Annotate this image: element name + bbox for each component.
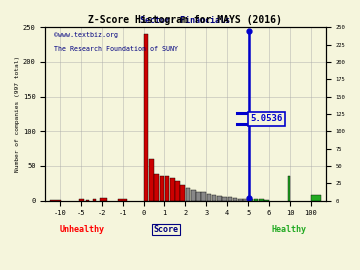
Bar [93, 199, 96, 201]
Bar [248, 199, 253, 201]
Bar [228, 197, 232, 201]
Bar [154, 174, 159, 201]
Bar [264, 200, 269, 201]
Bar [159, 176, 164, 201]
Bar [259, 199, 264, 201]
Bar [217, 196, 222, 201]
Bar [86, 200, 89, 201]
Bar [212, 195, 216, 201]
Bar [191, 190, 195, 201]
Bar [288, 176, 290, 201]
Bar [186, 188, 190, 201]
Bar [50, 200, 61, 201]
Bar [170, 178, 175, 201]
Bar [207, 194, 211, 201]
Text: Score: Score [153, 225, 178, 234]
Text: Sector: Financials: Sector: Financials [140, 16, 230, 25]
Text: The Research Foundation of SUNY: The Research Foundation of SUNY [54, 46, 177, 52]
Bar [149, 159, 154, 201]
Title: Z-Score Histogram for MAYS (2016): Z-Score Histogram for MAYS (2016) [89, 15, 282, 25]
Bar [144, 34, 148, 201]
Bar [165, 176, 170, 201]
Text: ©www.textbiz.org: ©www.textbiz.org [54, 32, 118, 38]
Bar [100, 198, 107, 201]
Bar [233, 198, 237, 201]
Bar [254, 199, 258, 201]
Bar [175, 181, 180, 201]
Bar [238, 199, 243, 201]
Text: Healthy: Healthy [271, 225, 307, 234]
Bar [201, 192, 206, 201]
Bar [243, 199, 248, 201]
Y-axis label: Number of companies (997 total): Number of companies (997 total) [15, 56, 20, 172]
Bar [180, 185, 185, 201]
Bar [222, 197, 227, 201]
Bar [311, 195, 321, 201]
Text: Unhealthy: Unhealthy [59, 225, 104, 234]
Bar [118, 199, 127, 201]
Text: 5.0536: 5.0536 [250, 114, 283, 123]
Bar [196, 192, 201, 201]
Bar [79, 199, 84, 201]
